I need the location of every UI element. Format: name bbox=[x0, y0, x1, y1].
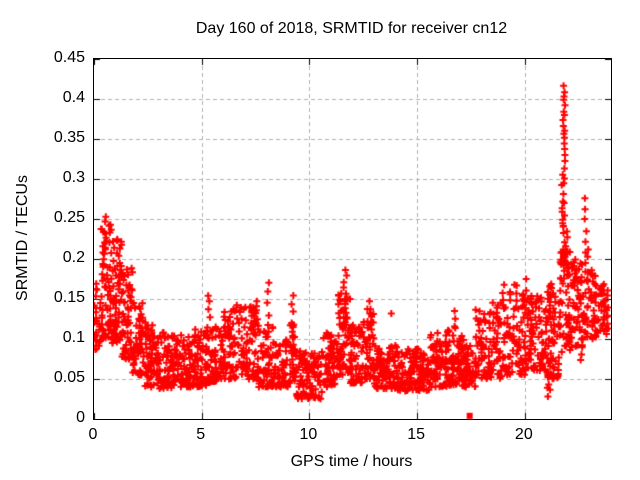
y-tick-label: 0.45 bbox=[53, 49, 85, 66]
scatter-canvas bbox=[94, 59, 611, 419]
chart-title: Day 160 of 2018, SRMTID for receiver cn1… bbox=[195, 20, 508, 37]
y-tick-label: 0.1 bbox=[62, 329, 85, 346]
x-tick-label: 5 bbox=[196, 426, 206, 443]
x-tick-label: 10 bbox=[299, 426, 318, 443]
y-axis-label: SRMTID / TECUs bbox=[14, 175, 31, 301]
y-tick-label: 0 bbox=[76, 409, 85, 426]
plot-area bbox=[93, 58, 612, 420]
y-tick-label: 0.4 bbox=[62, 89, 85, 106]
y-tick-label: 0.3 bbox=[62, 169, 85, 186]
x-tick-label: 15 bbox=[407, 426, 426, 443]
y-tick-label: 0.15 bbox=[53, 289, 85, 306]
x-axis-label: GPS time / hours bbox=[290, 453, 413, 470]
x-tick-label: 0 bbox=[88, 426, 98, 443]
y-tick-label: 0.05 bbox=[53, 369, 85, 386]
x-tick-label: 20 bbox=[514, 426, 533, 443]
y-tick-label: 0.25 bbox=[53, 209, 85, 226]
y-tick-label: 0.2 bbox=[62, 249, 85, 266]
y-tick-label: 0.35 bbox=[53, 129, 85, 146]
